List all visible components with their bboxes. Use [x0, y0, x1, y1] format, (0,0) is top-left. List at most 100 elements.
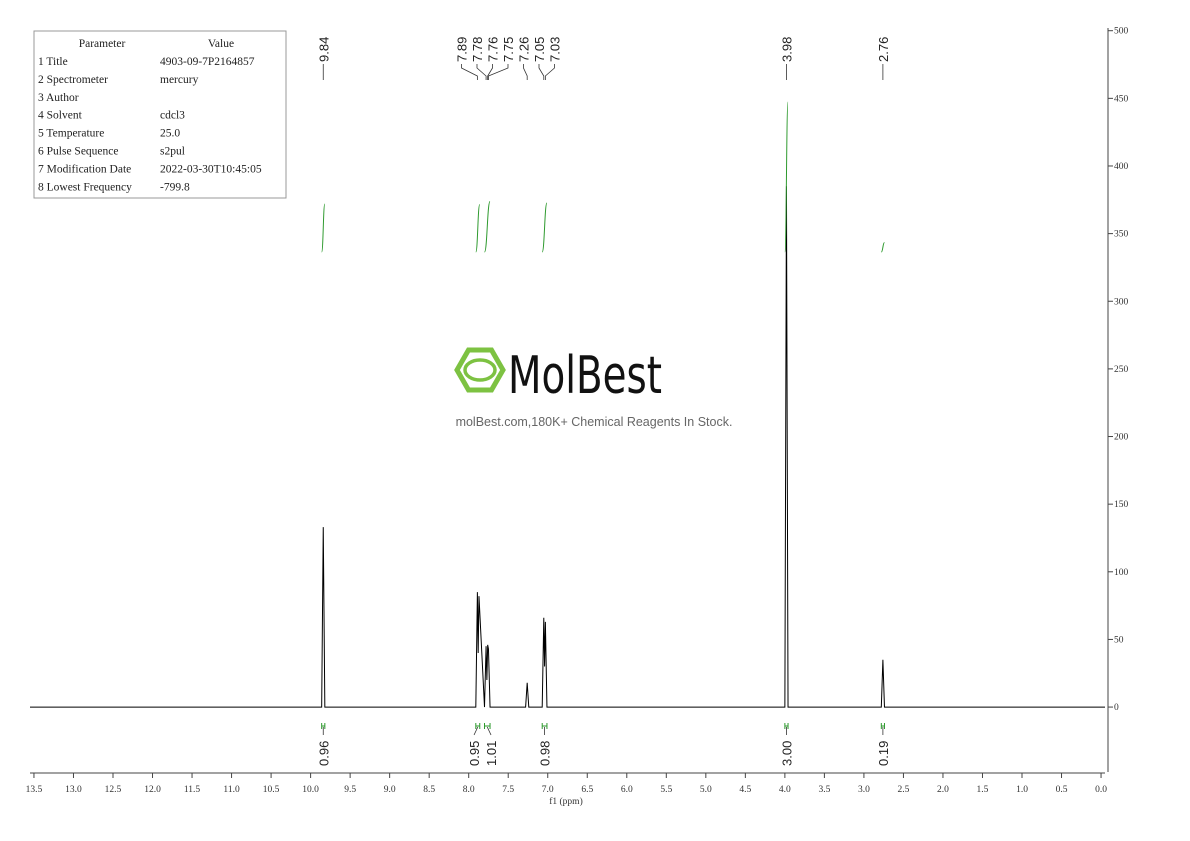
integral-bracket: [475, 723, 481, 729]
table-cell: 8 Lowest Frequency: [38, 181, 132, 193]
peak-label: 2.76: [876, 37, 891, 62]
peak-label: 7.76: [485, 37, 500, 62]
x-tick-label: 13.5: [26, 785, 43, 795]
y-tick-label: 0: [1114, 703, 1119, 713]
table-cell: 2 Spectrometer: [38, 74, 108, 86]
y-tick-label: 400: [1114, 162, 1129, 172]
table-header: Parameter: [79, 38, 126, 50]
x-tick-label: 4.5: [739, 785, 751, 795]
x-tick-label: 13.0: [65, 785, 82, 795]
table-cell: cdcl3: [160, 110, 185, 122]
x-tick-label: 7.5: [502, 785, 514, 795]
integral-label: 0.98: [538, 741, 553, 766]
integral-curve: [541, 202, 548, 253]
peak-label: 3.98: [779, 37, 794, 62]
peak-label: 7.26: [516, 37, 531, 62]
y-tick-label: 100: [1114, 568, 1129, 578]
table-cell: 5 Temperature: [38, 128, 104, 140]
peak-leader: [488, 64, 509, 80]
peak-leader: [538, 64, 545, 80]
x-tick-label: 5.0: [700, 785, 712, 795]
integral-label: 3.00: [779, 741, 794, 766]
integral-bracket: [484, 723, 491, 729]
x-tick-label: 12.5: [105, 785, 122, 795]
x-tick-label: 10.5: [263, 785, 280, 795]
integral-label: 0.19: [876, 741, 891, 766]
table-cell: 7 Modification Date: [38, 163, 131, 175]
x-tick-label: 6.0: [621, 785, 633, 795]
peak-label: 7.89: [454, 37, 469, 62]
integral-bracket: [321, 723, 326, 729]
parameter-table: Parameter Value: [33, 30, 287, 199]
integral-curve: [321, 203, 326, 253]
spectrum-line: [30, 186, 1105, 708]
x-tick-label: 12.0: [144, 785, 161, 795]
integral-bracket: [784, 723, 789, 729]
integral-leader: [473, 726, 479, 736]
brand: MolBest: [508, 346, 662, 406]
tagline: molBest.com,180K+ Chemical Reagents In S…: [456, 415, 733, 429]
x-axis-label: f1 (ppm): [549, 796, 583, 807]
integral-label: 1.01: [484, 741, 499, 766]
x-tick-label: 2.5: [898, 785, 910, 795]
x-tick-label: 0.0: [1095, 785, 1107, 795]
y-tick-label: 350: [1114, 230, 1129, 240]
integral-leader: [486, 726, 492, 736]
x-tick-label: 11.5: [184, 785, 201, 795]
integral-curve: [484, 201, 491, 253]
table-cell: 2022-03-30T10:45:05: [160, 163, 262, 175]
peak-leader: [461, 64, 478, 80]
x-tick-label: 11.0: [223, 785, 240, 795]
peak-leader: [487, 64, 493, 80]
peak-label: 7.78: [470, 37, 485, 62]
peak-label: 7.05: [532, 37, 547, 62]
x-tick-label: 5.5: [660, 785, 672, 795]
peak-label: 9.84: [316, 37, 331, 62]
x-tick-label: 0.5: [1056, 785, 1068, 795]
integral-curve: [880, 242, 885, 253]
x-tick-label: 8.0: [463, 785, 475, 795]
x-tick-label: 1.0: [1016, 785, 1028, 795]
y-tick-label: 300: [1114, 297, 1129, 307]
x-tick-label: 7.0: [542, 785, 554, 795]
table-cell: 1 Title: [38, 56, 68, 68]
logo-ring: [463, 358, 497, 382]
table-cell: 4903-09-7P2164857: [160, 56, 255, 68]
y-tick-label: 200: [1114, 433, 1129, 443]
y-tick-label: 250: [1114, 365, 1129, 375]
watermark: MolBest molBest.com,180K+ Chemical Reage…: [454, 346, 733, 429]
integral-curve: [475, 204, 481, 253]
x-tick-label: 1.5: [977, 785, 989, 795]
integral-bracket: [880, 723, 885, 729]
x-tick-label: 4.0: [779, 785, 791, 795]
x-tick-label: 10.0: [302, 785, 319, 795]
integral-label: 0.96: [316, 741, 331, 766]
y-tick-label: 150: [1114, 500, 1129, 510]
peak-leader: [476, 64, 487, 80]
x-tick-label: 8.5: [423, 785, 435, 795]
table-cell: -799.8: [160, 181, 190, 193]
integral-bracket: [541, 723, 548, 729]
x-tick-label: 3.5: [818, 785, 830, 795]
y-tick-label: 500: [1114, 27, 1129, 37]
x-tick-label: 3.0: [858, 785, 870, 795]
peak-leader: [523, 64, 528, 80]
peak-leader: [544, 64, 555, 80]
y-tick-label: 450: [1114, 94, 1129, 104]
logo-hexagon: [454, 347, 506, 393]
x-tick-label: 9.0: [384, 785, 396, 795]
x-tick-label: 2.0: [937, 785, 949, 795]
x-tick-label: 9.5: [344, 785, 356, 795]
integral-curve: [784, 101, 789, 253]
peak-label: 7.75: [501, 37, 516, 62]
table-cell: 3 Author: [38, 92, 79, 104]
peak-label: 7.03: [547, 37, 562, 62]
table-cell: mercury: [160, 74, 199, 86]
table-cell: 4 Solvent: [38, 110, 83, 122]
table-cell: s2pul: [160, 146, 185, 158]
x-tick-label: 6.5: [581, 785, 593, 795]
table-border: [33, 30, 287, 199]
integral-label: 0.95: [467, 741, 482, 766]
y-tick-label: 50: [1114, 635, 1124, 645]
